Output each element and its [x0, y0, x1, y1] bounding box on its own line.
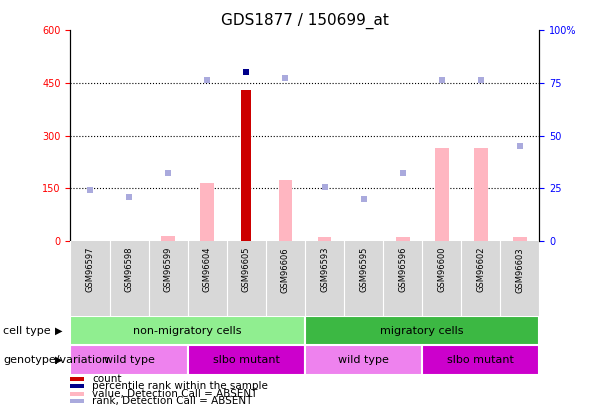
Text: count: count [93, 374, 122, 384]
Text: GSM96606: GSM96606 [281, 247, 290, 292]
Bar [318, 237, 332, 241]
Text: percentile rank within the sample: percentile rank within the sample [93, 381, 268, 391]
Point [85, 187, 95, 193]
Text: GSM96596: GSM96596 [398, 247, 407, 292]
Point [319, 183, 329, 190]
Text: GSM96605: GSM96605 [242, 247, 251, 292]
Bar [70, 399, 85, 403]
Point [515, 143, 525, 149]
Bar [200, 183, 214, 241]
Point [163, 169, 173, 176]
Text: GSM96602: GSM96602 [476, 247, 485, 292]
Point [281, 75, 291, 81]
Bar [305, 316, 539, 345]
Text: ▶: ▶ [55, 355, 62, 365]
Bar [474, 148, 488, 241]
Bar [70, 392, 85, 396]
Bar [396, 237, 409, 241]
Text: non-migratory cells: non-migratory cells [134, 326, 242, 336]
Bar [161, 236, 175, 241]
Text: cell type: cell type [3, 326, 51, 336]
Bar [70, 377, 85, 381]
Bar [70, 384, 85, 388]
Bar [513, 237, 527, 241]
Bar [305, 345, 422, 375]
Text: GSM96599: GSM96599 [164, 247, 173, 292]
Bar [435, 148, 449, 241]
Text: migratory cells: migratory cells [381, 326, 464, 336]
Bar [70, 345, 188, 375]
Text: wild type: wild type [104, 355, 154, 365]
Point [202, 76, 212, 83]
Text: ▶: ▶ [55, 326, 62, 336]
Text: value, Detection Call = ABSENT: value, Detection Call = ABSENT [93, 389, 258, 399]
Text: GSM96593: GSM96593 [320, 247, 329, 292]
Bar [70, 316, 305, 345]
Bar [422, 345, 539, 375]
Text: rank, Detection Call = ABSENT: rank, Detection Call = ABSENT [93, 396, 253, 405]
Point [476, 76, 485, 83]
Text: GSM96604: GSM96604 [203, 247, 211, 292]
Bar [242, 90, 251, 241]
Point [398, 169, 408, 176]
Point [359, 196, 368, 202]
Point [124, 194, 134, 200]
Bar [278, 179, 292, 241]
Text: slbo mutant: slbo mutant [213, 355, 280, 365]
Bar [188, 345, 305, 375]
Point [242, 69, 251, 76]
Point [437, 76, 447, 83]
Text: GSM96597: GSM96597 [86, 247, 94, 292]
Text: slbo mutant: slbo mutant [447, 355, 514, 365]
Text: GSM96603: GSM96603 [516, 247, 524, 292]
Text: GSM96595: GSM96595 [359, 247, 368, 292]
Text: GSM96598: GSM96598 [124, 247, 134, 292]
Text: genotype/variation: genotype/variation [3, 355, 109, 365]
Text: wild type: wild type [338, 355, 389, 365]
Title: GDS1877 / 150699_at: GDS1877 / 150699_at [221, 13, 389, 29]
Text: GSM96600: GSM96600 [437, 247, 446, 292]
